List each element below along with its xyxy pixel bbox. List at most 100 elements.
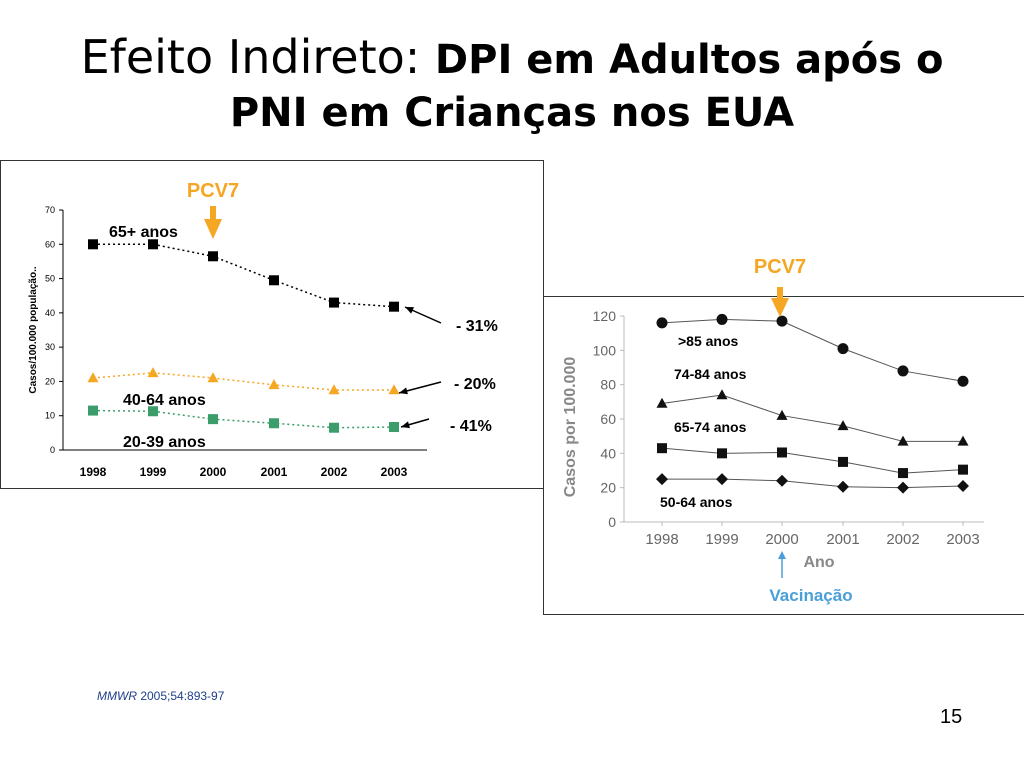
series-line-20-39-anos [92,409,395,429]
y-tick-label: 120 [593,308,617,324]
x-tick-label: 2000 [200,465,227,479]
y-tick-label: 10 [45,411,55,421]
data-point-85-anos [656,317,668,329]
series-line-40-64-anos [92,372,394,391]
y-tick-label: 20 [45,376,55,386]
x-tick-label: 1998 [80,465,107,479]
x-axis-label: Ano [803,554,834,571]
right-chart-panel: 0 20 40 60 80 100 120 1998 1999 2000 2001 2002 2003 C… [543,256,1024,615]
y-tick-label: 60 [600,411,616,427]
vacinacao-label: Vacinação [769,586,852,605]
data-point-65-74-anos [898,468,908,479]
pcv7-arrow-shaft [777,287,783,299]
x-tick-label: 2001 [261,465,288,479]
data-point-74-84-anos [716,389,728,400]
x-tick-label: 2001 [826,531,859,548]
data-point-85-anos [957,375,969,387]
y-tick-label: 40 [45,308,55,318]
pcv7-label: PCV7 [187,180,239,202]
data-point-40-64-anos [207,372,219,383]
pcv7-arrow-head [771,298,789,317]
data-point-50-64-anos [897,481,909,494]
data-point-74-84-anos [897,435,909,446]
y-tick-label: 100 [593,342,617,358]
source-journal: MMWR [97,689,137,703]
data-point-20-39-anos [208,414,218,425]
pcv7-arrow-shaft [210,206,216,220]
data-point-50-64-anos [837,480,849,493]
slide-title-line2: PNI em Crianças nos EUA [229,90,795,136]
x-tick-label: 1999 [705,531,738,548]
data-point-40-64-anos [268,379,280,390]
pcv7-label: PCV7 [754,256,806,278]
series-label-20-39-anos: 20-39 anos [123,434,206,451]
series-line-74-84-anos [661,394,963,442]
y-tick-label: 0 [608,514,616,530]
title-part1: Efeito Indireto: [80,30,421,84]
series-line-50-64-anos [662,478,964,489]
data-point-20-39-anos [88,405,98,416]
y-axis-label: Casos/100.000 população.. [28,266,39,394]
x-tick-label: 1998 [645,531,678,548]
data-point-74-84-anos [776,409,788,420]
data-point-50-64-anos [957,479,969,492]
title-part2: DPI em Adultos após o [434,37,944,83]
series-label-40-64-anos: 40-64 anos [123,392,206,409]
data-point-65-74-anos [838,456,848,467]
data-point-65-anos [329,297,339,308]
data-point-40-64-anos [388,384,400,395]
page-number: 15 [940,706,963,728]
source-citation: MMWR 2005;54:893-97 [97,689,224,703]
right-chart: 0 20 40 60 80 100 120 1998 1999 2000 2001 2002 2003 C… [562,256,984,605]
data-point-65-anos [389,301,399,312]
left-chart: 0 10 20 30 40 50 60 70 1998 1999 2000 2001 2002 2003 C… [28,180,498,479]
data-point-74-84-anos [837,420,849,431]
y-tick-label: 0 [50,445,55,455]
pcv7-arrow-head [204,219,222,239]
data-point-20-39-anos [329,422,339,433]
data-point-85-anos [776,315,788,327]
series-label-74-84-anos: 74-84 anos [674,366,747,382]
y-tick-label: 40 [600,445,616,461]
x-tick-label: 2002 [321,465,348,479]
y-tick-label: 20 [600,480,616,496]
data-point-65-74-anos [717,448,727,459]
slide-title-line1: Efeito Indireto: DPI em Adultos após o [0,30,1024,84]
change-arrow-head [399,387,408,395]
series-label-50-64-anos: 50-64 anos [660,494,733,510]
data-point-65-anos [88,239,98,250]
y-tick-label: 50 [45,274,55,284]
series-label-65-74-anos: 65-74 anos [674,419,747,435]
data-point-50-64-anos [776,474,788,487]
series-line-65-anos [93,243,395,308]
x-tick-label: 2003 [381,465,408,479]
data-point-85-anos [837,343,849,355]
data-point-74-84-anos [957,435,969,446]
change-arrow-head [401,421,410,429]
data-point-50-64-anos [716,473,728,486]
data-point-85-anos [716,313,728,325]
data-point-20-39-anos [148,406,158,417]
data-point-85-anos [897,365,909,377]
series-line-85-anos [661,318,964,382]
data-point-74-84-anos [656,397,668,408]
change-label-20-39-anos: - 41% [450,418,492,435]
data-point-20-39-anos [389,422,399,433]
series-line-65-74-anos [661,447,964,474]
x-tick-label: 2000 [765,531,798,548]
change-label-65-anos: - 31% [456,318,498,335]
data-point-65-74-anos [657,443,667,454]
data-point-65-anos [208,251,218,262]
data-point-20-39-anos [269,418,279,429]
y-axis-label: Casos por 100.000 [562,357,579,498]
data-point-65-74-anos [777,447,787,458]
data-point-65-74-anos [958,464,968,475]
source-ref: 2005;54:893-97 [140,689,225,703]
y-tick-label: 70 [45,205,55,215]
x-tick-label: 1999 [140,465,167,479]
data-point-40-64-anos [147,367,159,378]
data-point-50-64-anos [656,473,668,486]
change-label-40-64-anos: - 20% [454,376,496,393]
y-tick-label: 30 [45,342,55,352]
x-tick-label: 2003 [946,531,979,548]
